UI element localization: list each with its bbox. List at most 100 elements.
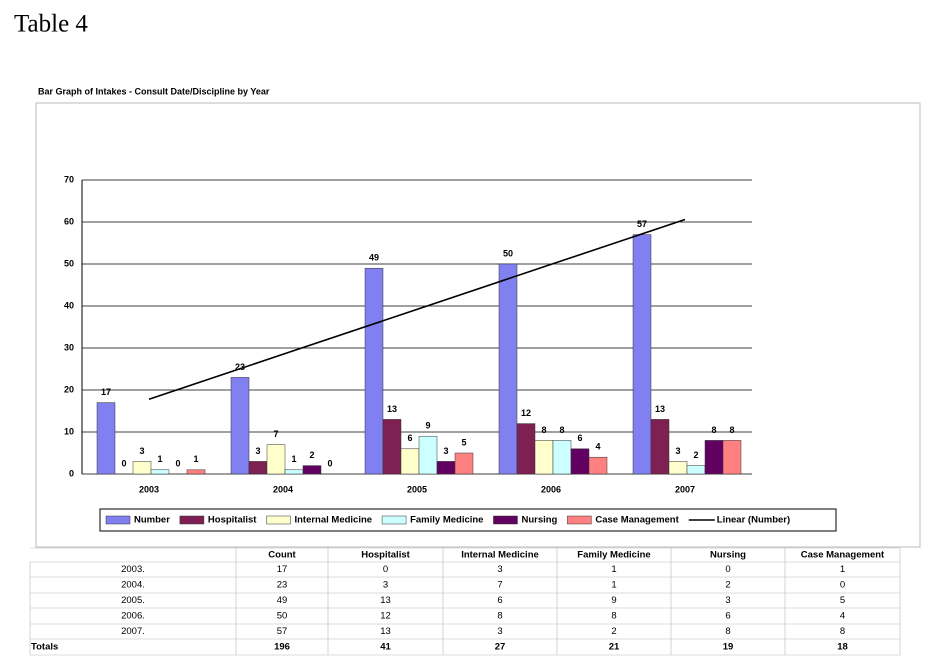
data-label: 2 [693,450,698,460]
y-tick-label: 60 [64,216,74,226]
trend-line [148,218,686,400]
column-header: Internal Medicine [461,550,539,561]
data-label: 5 [461,437,466,447]
legend-label: Family Medicine [410,515,483,526]
y-tick-label: 70 [64,174,74,184]
table-cell: 17 [277,564,288,575]
x-tick-label: 2006 [541,484,561,494]
totals-cell: 27 [495,642,506,653]
data-label: 8 [541,425,546,435]
data-label: 0 [327,458,332,468]
table-cell: 9 [611,595,616,606]
y-tick-label: 10 [64,426,74,436]
bar [552,440,572,475]
table-cell: 1 [840,564,845,575]
legend-label: Nursing [521,515,557,526]
bar [632,234,652,475]
data-label: 3 [255,446,260,456]
totals-cell: 19 [723,642,734,653]
x-tick-label: 2007 [675,484,695,494]
table-cell: 4 [840,611,845,622]
bar [454,452,474,475]
table-cell: 1 [611,564,616,575]
table-cell: 23 [277,580,288,591]
bar [722,440,742,475]
totals-cell: 18 [837,642,848,653]
bar [400,448,420,475]
data-label: 1 [193,454,198,464]
legend-label: Number [134,515,170,526]
column-header: Nursing [710,550,746,561]
table-cell: 0 [840,580,845,591]
table-cell: 1 [611,580,616,591]
bar [132,461,152,475]
data-label: 3 [675,446,680,456]
table-cell: 8 [611,611,616,622]
table-cell: 12 [380,611,391,622]
bar [230,377,250,475]
bar [266,444,286,475]
table-cell: 2 [611,626,616,637]
table-cell: 8 [497,611,502,622]
table-cell: 57 [277,626,288,637]
bar [704,440,724,475]
column-header: Case Management [801,550,885,561]
bar [186,469,206,475]
table-cell: 5 [840,595,845,606]
table-cell: 6 [725,611,730,622]
data-label: 13 [387,404,397,414]
bar [686,465,706,475]
data-label: 3 [139,446,144,456]
bar [418,435,438,475]
legend-swatch [266,515,291,525]
data-label: 0 [175,458,180,468]
bar [302,465,322,475]
bar [668,461,688,475]
data-label: 1 [291,454,296,464]
table-cell: 6 [497,595,502,606]
data-label: 17 [101,387,111,397]
data-label: 8 [729,425,734,435]
y-tick-label: 30 [64,342,74,352]
legend-swatch [381,515,407,525]
data-label: 9 [425,421,430,431]
row-label: 2006. [121,611,145,622]
table-cell: 49 [277,595,288,606]
table-cell: 2 [725,580,730,591]
bar [516,423,536,475]
legend-box [99,508,837,532]
legend-label: Case Management [595,515,679,526]
chart-title: Bar Graph of Intakes - Consult Date/Disc… [38,86,270,96]
table-cell: 7 [497,580,502,591]
legend-swatch [105,515,131,525]
data-label: 8 [711,425,716,435]
legend-swatch [179,515,205,525]
bar [650,419,670,475]
bar [150,469,170,475]
bar [284,469,304,475]
y-tick-label: 0 [69,468,74,478]
legend-swatch [567,515,592,525]
bar [588,456,608,475]
table-cell: 8 [725,626,730,637]
data-label: 1 [157,454,162,464]
data-label: 57 [637,219,647,229]
totals-cell: 196 [274,642,290,653]
data-label: 6 [407,433,412,443]
table-cell: 0 [725,564,730,575]
data-label: 6 [577,433,582,443]
table-cell: 3 [383,580,388,591]
row-label: 2007. [121,626,145,637]
bar [498,263,518,475]
y-tick-label: 20 [64,384,74,394]
row-label: 2004. [121,580,145,591]
bar [570,448,590,475]
column-header: Count [268,550,296,561]
totals-label: Totals [31,642,58,653]
x-tick-label: 2004 [273,484,293,494]
bar [248,461,268,475]
data-label: 3 [443,446,448,456]
table-cell: 3 [497,564,502,575]
y-tick-label: 50 [64,258,74,268]
